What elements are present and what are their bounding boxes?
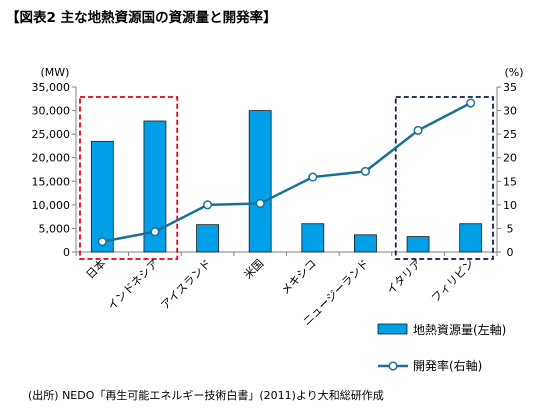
bar <box>196 224 219 253</box>
right-tick-label: 10 <box>503 199 517 212</box>
source-note: (出所) NEDO「再生可能エネルギー技術白書」(2011)より大和総研作成 <box>28 389 384 402</box>
line-point <box>308 172 318 182</box>
bar <box>248 110 272 253</box>
bar <box>301 223 325 253</box>
left-tick-label: 25,000 <box>32 128 71 141</box>
bar <box>354 234 377 253</box>
legend-line-marker <box>388 361 398 371</box>
category-label: イタリア <box>384 257 424 297</box>
line-point <box>97 237 107 247</box>
legend-bar-label: 地熱資源量(左軸) <box>413 322 506 337</box>
left-tick-label: 20,000 <box>32 152 71 165</box>
category-label: 日本 <box>83 256 108 281</box>
highlight-boxes <box>79 96 494 260</box>
right-tick-label: 0 <box>507 246 514 259</box>
line-point <box>466 98 476 108</box>
bars <box>90 110 483 253</box>
right-tick-label: 5 <box>507 222 514 235</box>
line-point <box>413 125 423 135</box>
line-point <box>150 227 160 237</box>
chart-title: 【図表2 主な地熱資源国の資源量と開発率】 <box>6 10 277 26</box>
right-axis: 0 5 10 15 20 25 30 35 (%) <box>496 66 524 259</box>
bar <box>459 223 483 253</box>
left-tick-label: 15,000 <box>32 175 71 188</box>
left-tick-label: 5,000 <box>39 222 71 235</box>
left-axis: 0 5,000 10,000 15,000 20,000 25,000 30,000 35,0… <box>32 66 498 259</box>
right-tick-label: 30 <box>503 105 517 118</box>
development-rate-line <box>97 98 476 247</box>
right-tick-label: 25 <box>503 128 517 141</box>
category-label: 米国 <box>242 257 267 282</box>
left-tick-label: 10,000 <box>32 199 71 212</box>
bar <box>90 140 114 253</box>
bar <box>143 120 167 253</box>
legend-bar-swatch <box>377 323 408 335</box>
line-point <box>203 200 213 210</box>
category-label: メキシコ <box>279 257 319 297</box>
category-label: インドネシア <box>105 257 161 313</box>
left-tick-label: 30,000 <box>32 105 71 118</box>
legend-line-label: 開発率(右軸) <box>413 358 482 373</box>
line-point <box>360 166 370 176</box>
left-tick-label: 35,000 <box>32 81 71 94</box>
right-tick-label: 20 <box>503 152 517 165</box>
bar <box>406 236 430 253</box>
right-tick-label: 15 <box>503 175 517 188</box>
category-label: フィリピン <box>429 257 477 305</box>
highlight-box <box>394 96 494 260</box>
left-tick-label: 0 <box>63 246 70 259</box>
legend: 地熱資源量(左軸) 開発率(右軸) <box>377 322 506 373</box>
line-path <box>102 101 472 243</box>
left-axis-unit: (MW) <box>41 66 70 79</box>
highlight-box <box>79 96 179 260</box>
category-label: アイスランド <box>158 257 213 312</box>
right-tick-label: 35 <box>503 81 517 94</box>
line-point <box>255 198 265 208</box>
right-axis-unit: (%) <box>504 66 523 79</box>
